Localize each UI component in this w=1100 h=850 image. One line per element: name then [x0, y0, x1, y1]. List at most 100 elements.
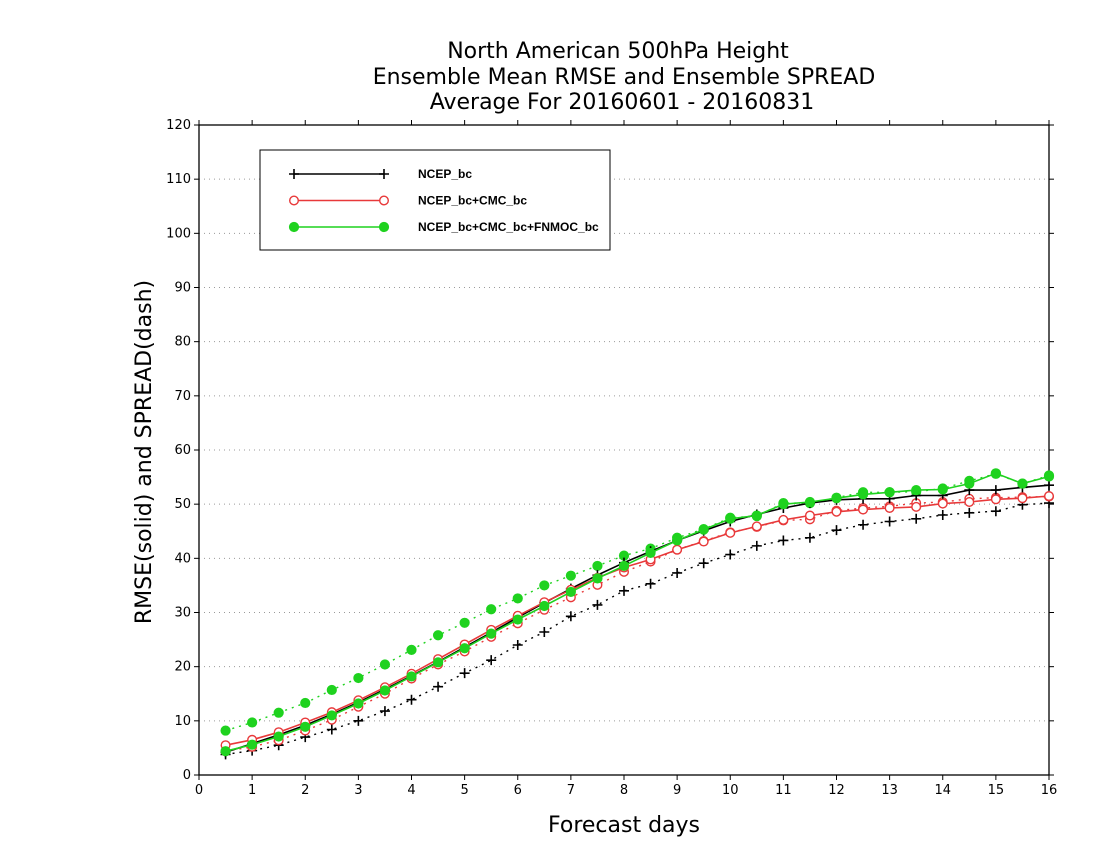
series-1-rmse-point	[964, 497, 975, 508]
series-2-rmse-point	[539, 600, 550, 612]
series-3-spread-point	[565, 570, 576, 581]
series-2-rmse-point	[857, 489, 869, 500]
y-tick-label: 40	[174, 551, 191, 566]
series-2-rmse-point	[220, 746, 231, 757]
series-3-spread-point	[247, 717, 258, 728]
x-tick-label: 7	[567, 783, 575, 798]
series-2-rmse-point	[937, 484, 948, 495]
series-1-rmse-point	[1017, 493, 1028, 504]
series-0-spread-point	[964, 507, 975, 518]
series-0-spread-point	[326, 724, 337, 735]
y-tick-label: 80	[174, 335, 191, 350]
series-2-rmse-point	[406, 671, 417, 682]
chart-title-line-3: Average For 20160601 - 20160831	[430, 90, 815, 115]
y-tick-label: 120	[166, 118, 191, 133]
series-0-spread-point	[379, 706, 390, 717]
series-3-spread-point	[326, 684, 337, 696]
series-2-rmse-point	[300, 721, 311, 732]
x-tick-label: 5	[460, 783, 468, 798]
series-0-spread-point	[539, 627, 550, 637]
x-axis-label: Forecast days	[548, 813, 700, 838]
series-0-spread	[220, 498, 1054, 760]
series-2-rmse-point	[1017, 478, 1028, 489]
series-1-rmse-point	[804, 510, 815, 521]
x-tick-label: 1	[248, 783, 256, 798]
legend-marker	[289, 195, 300, 206]
legend-marker	[289, 169, 299, 179]
x-tick-label: 2	[301, 783, 309, 798]
legend-item: NCEP_bc+CMC_bc+FNMOC_bc	[288, 220, 599, 234]
series-2-rmse-point	[432, 657, 444, 668]
series-1-rmse-point	[911, 501, 922, 512]
series-1-rmse-point	[672, 544, 683, 555]
series-3-spread-point	[353, 672, 364, 684]
series-3-spread	[220, 468, 1055, 736]
series-2-rmse-point	[990, 468, 1001, 479]
series-1-rmse-point	[937, 498, 948, 509]
series-0-spread-point	[672, 567, 683, 578]
series-2-rmse-point	[911, 484, 922, 496]
legend-item: NCEP_bc+CMC_bc	[289, 194, 527, 208]
series-3-spread-line	[225, 473, 1050, 732]
series-2-rmse-point	[751, 510, 762, 521]
series-3-spread-point	[300, 697, 311, 709]
series-3-spread-point	[459, 617, 470, 628]
series-2-rmse-point	[645, 547, 656, 559]
series-1-rmse-point	[778, 514, 789, 525]
legend-label: NCEP_bc+CMC_bc+FNMOC_bc	[418, 220, 599, 234]
series-0-rmse-point	[990, 485, 1001, 496]
series-1-spread	[220, 491, 1054, 757]
series-0-rmse-point	[1044, 480, 1054, 491]
series-1-rmse-point	[990, 494, 1001, 505]
x-tick-label: 13	[881, 783, 898, 798]
legend-marker	[379, 169, 389, 179]
legend-marker	[288, 221, 300, 233]
series-2-rmse-point	[964, 478, 975, 489]
series-0-spread-point	[565, 611, 576, 622]
series-3-spread-point	[220, 725, 231, 736]
x-tick-label: 8	[620, 783, 628, 798]
series-3-spread-point	[406, 644, 417, 655]
series-2-rmse-point	[592, 573, 603, 584]
x-tick-label: 9	[673, 783, 681, 798]
series-2-rmse	[220, 468, 1055, 757]
y-tick-label: 50	[174, 497, 191, 512]
series-0-rmse	[220, 480, 1054, 758]
series-1-rmse-point	[858, 504, 869, 515]
series-lines	[220, 468, 1055, 760]
series-3-spread-point	[379, 659, 391, 670]
series-2-rmse-point	[672, 535, 683, 546]
series-2-rmse-point	[486, 628, 497, 639]
series-0-spread-point	[406, 694, 417, 705]
series-0-spread-point	[619, 585, 629, 596]
series-2-rmse-point	[459, 643, 470, 654]
series-2-rmse-point	[831, 493, 842, 504]
y-axis-label: RMSE(solid) and SPREAD(dash)	[132, 280, 157, 624]
series-2-rmse-point	[247, 739, 258, 750]
series-3-spread-point	[512, 593, 523, 604]
series-1-rmse-point	[698, 536, 709, 547]
x-tick-label: 3	[354, 783, 362, 798]
y-tick-label: 10	[174, 714, 191, 729]
series-1-spread-line	[225, 495, 1050, 752]
series-0-spread-point	[353, 715, 364, 726]
series-0-spread-point	[937, 510, 948, 520]
x-tick-label: 16	[1041, 783, 1058, 798]
series-0-spread-point	[592, 599, 603, 610]
y-tick-label: 30	[174, 606, 191, 621]
chart-title-line-2: Ensemble Mean RMSE and Ensemble SPREAD	[373, 65, 876, 90]
series-2-rmse-point	[326, 710, 337, 721]
series-0-spread-point	[459, 668, 470, 679]
series-3-spread-point	[539, 580, 550, 591]
series-0-spread-point	[884, 516, 895, 527]
y-tick-label: 110	[166, 172, 191, 187]
y-tick-label: 90	[174, 281, 191, 296]
series-0-spread-point	[858, 519, 869, 530]
series-2-rmse-point	[273, 731, 284, 742]
series-2-rmse-point	[698, 524, 709, 535]
legend-item: NCEP_bc	[289, 167, 472, 181]
series-1-rmse-point	[1043, 491, 1054, 502]
series-2-rmse-point	[778, 499, 789, 510]
series-0-spread-point	[911, 513, 922, 524]
